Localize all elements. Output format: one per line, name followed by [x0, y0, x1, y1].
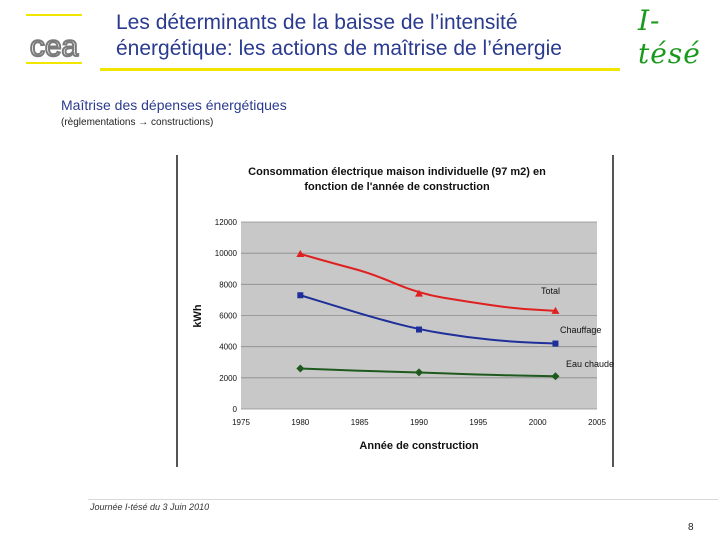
brand-logo: I-tésé	[638, 4, 701, 70]
marker-eau-chaude	[551, 372, 560, 381]
x-tick-label: 1980	[291, 418, 309, 427]
series-label-total: Total	[541, 286, 560, 296]
marker-eau-chaude	[415, 368, 423, 377]
series-group: Total Chauffage Eau chaude	[296, 249, 614, 381]
x-tick-label: 1985	[351, 418, 369, 427]
title-line-1: Les déterminants de la baisse de l’inten…	[116, 11, 518, 34]
y-axis-ticks: 0 2000 4000 6000 8000 10000 12000	[215, 218, 238, 414]
section-subtitle: Maîtrise des dépenses énergétiques	[61, 97, 287, 113]
chart-title-line-1: Consommation électrique maison individue…	[248, 166, 546, 178]
y-tick-label: 10000	[215, 249, 238, 258]
x-tick-label: 2000	[529, 418, 547, 427]
series-label-chauffage: Chauffage	[560, 325, 601, 335]
series-label-eau-chaude: Eau chaude	[566, 359, 614, 369]
series-line-chauffage	[300, 294, 556, 345]
x-tick-label: 1995	[469, 418, 487, 427]
y-axis-label: kWh	[192, 304, 204, 328]
cea-logo: cea	[26, 14, 82, 64]
x-axis-label: Année de construction	[359, 440, 478, 452]
page-title: Les déterminants de la baisse de l’inten…	[116, 10, 562, 62]
marker-chauffage	[416, 326, 422, 333]
footer-text: Journée I-tésé du 3 Juin 2010	[90, 502, 210, 512]
y-tick-label: 2000	[219, 374, 237, 383]
marker-chauffage	[552, 340, 559, 347]
x-tick-label: 1990	[410, 418, 428, 427]
marker-eau-chaude	[296, 364, 305, 373]
logo-letters: cea	[30, 30, 79, 63]
section-note: (règlementations → constructions)	[61, 117, 214, 128]
y-tick-label: 12000	[215, 218, 238, 227]
marker-total	[551, 306, 560, 314]
page-number: 8	[688, 522, 694, 533]
y-tick-label: 8000	[219, 280, 237, 289]
logo-yellow-bar	[26, 14, 82, 16]
title-line-2: énergétique: les actions de maîtrise de …	[116, 37, 562, 60]
title-underline	[100, 68, 620, 71]
grid-lines	[241, 221, 597, 410]
y-tick-label: 0	[233, 405, 238, 414]
x-tick-label: 2005	[588, 418, 606, 427]
chart-title-line-2: fonction de l'année de construction	[304, 181, 490, 193]
logo-yellow-bar-bottom	[26, 62, 82, 64]
series-line-eau-chaude	[300, 367, 556, 378]
y-tick-label: 4000	[219, 343, 237, 352]
marker-total	[296, 249, 305, 257]
marker-total	[415, 289, 423, 297]
series-line-total	[300, 252, 556, 312]
x-axis-ticks: 1975 1980 1985 1990 1995 2000 2005	[232, 418, 606, 427]
x-tick-label: 1975	[232, 418, 250, 427]
marker-chauffage	[297, 292, 304, 299]
chart-frame	[176, 155, 614, 467]
y-tick-label: 6000	[219, 312, 237, 321]
footer-rule	[88, 499, 718, 500]
